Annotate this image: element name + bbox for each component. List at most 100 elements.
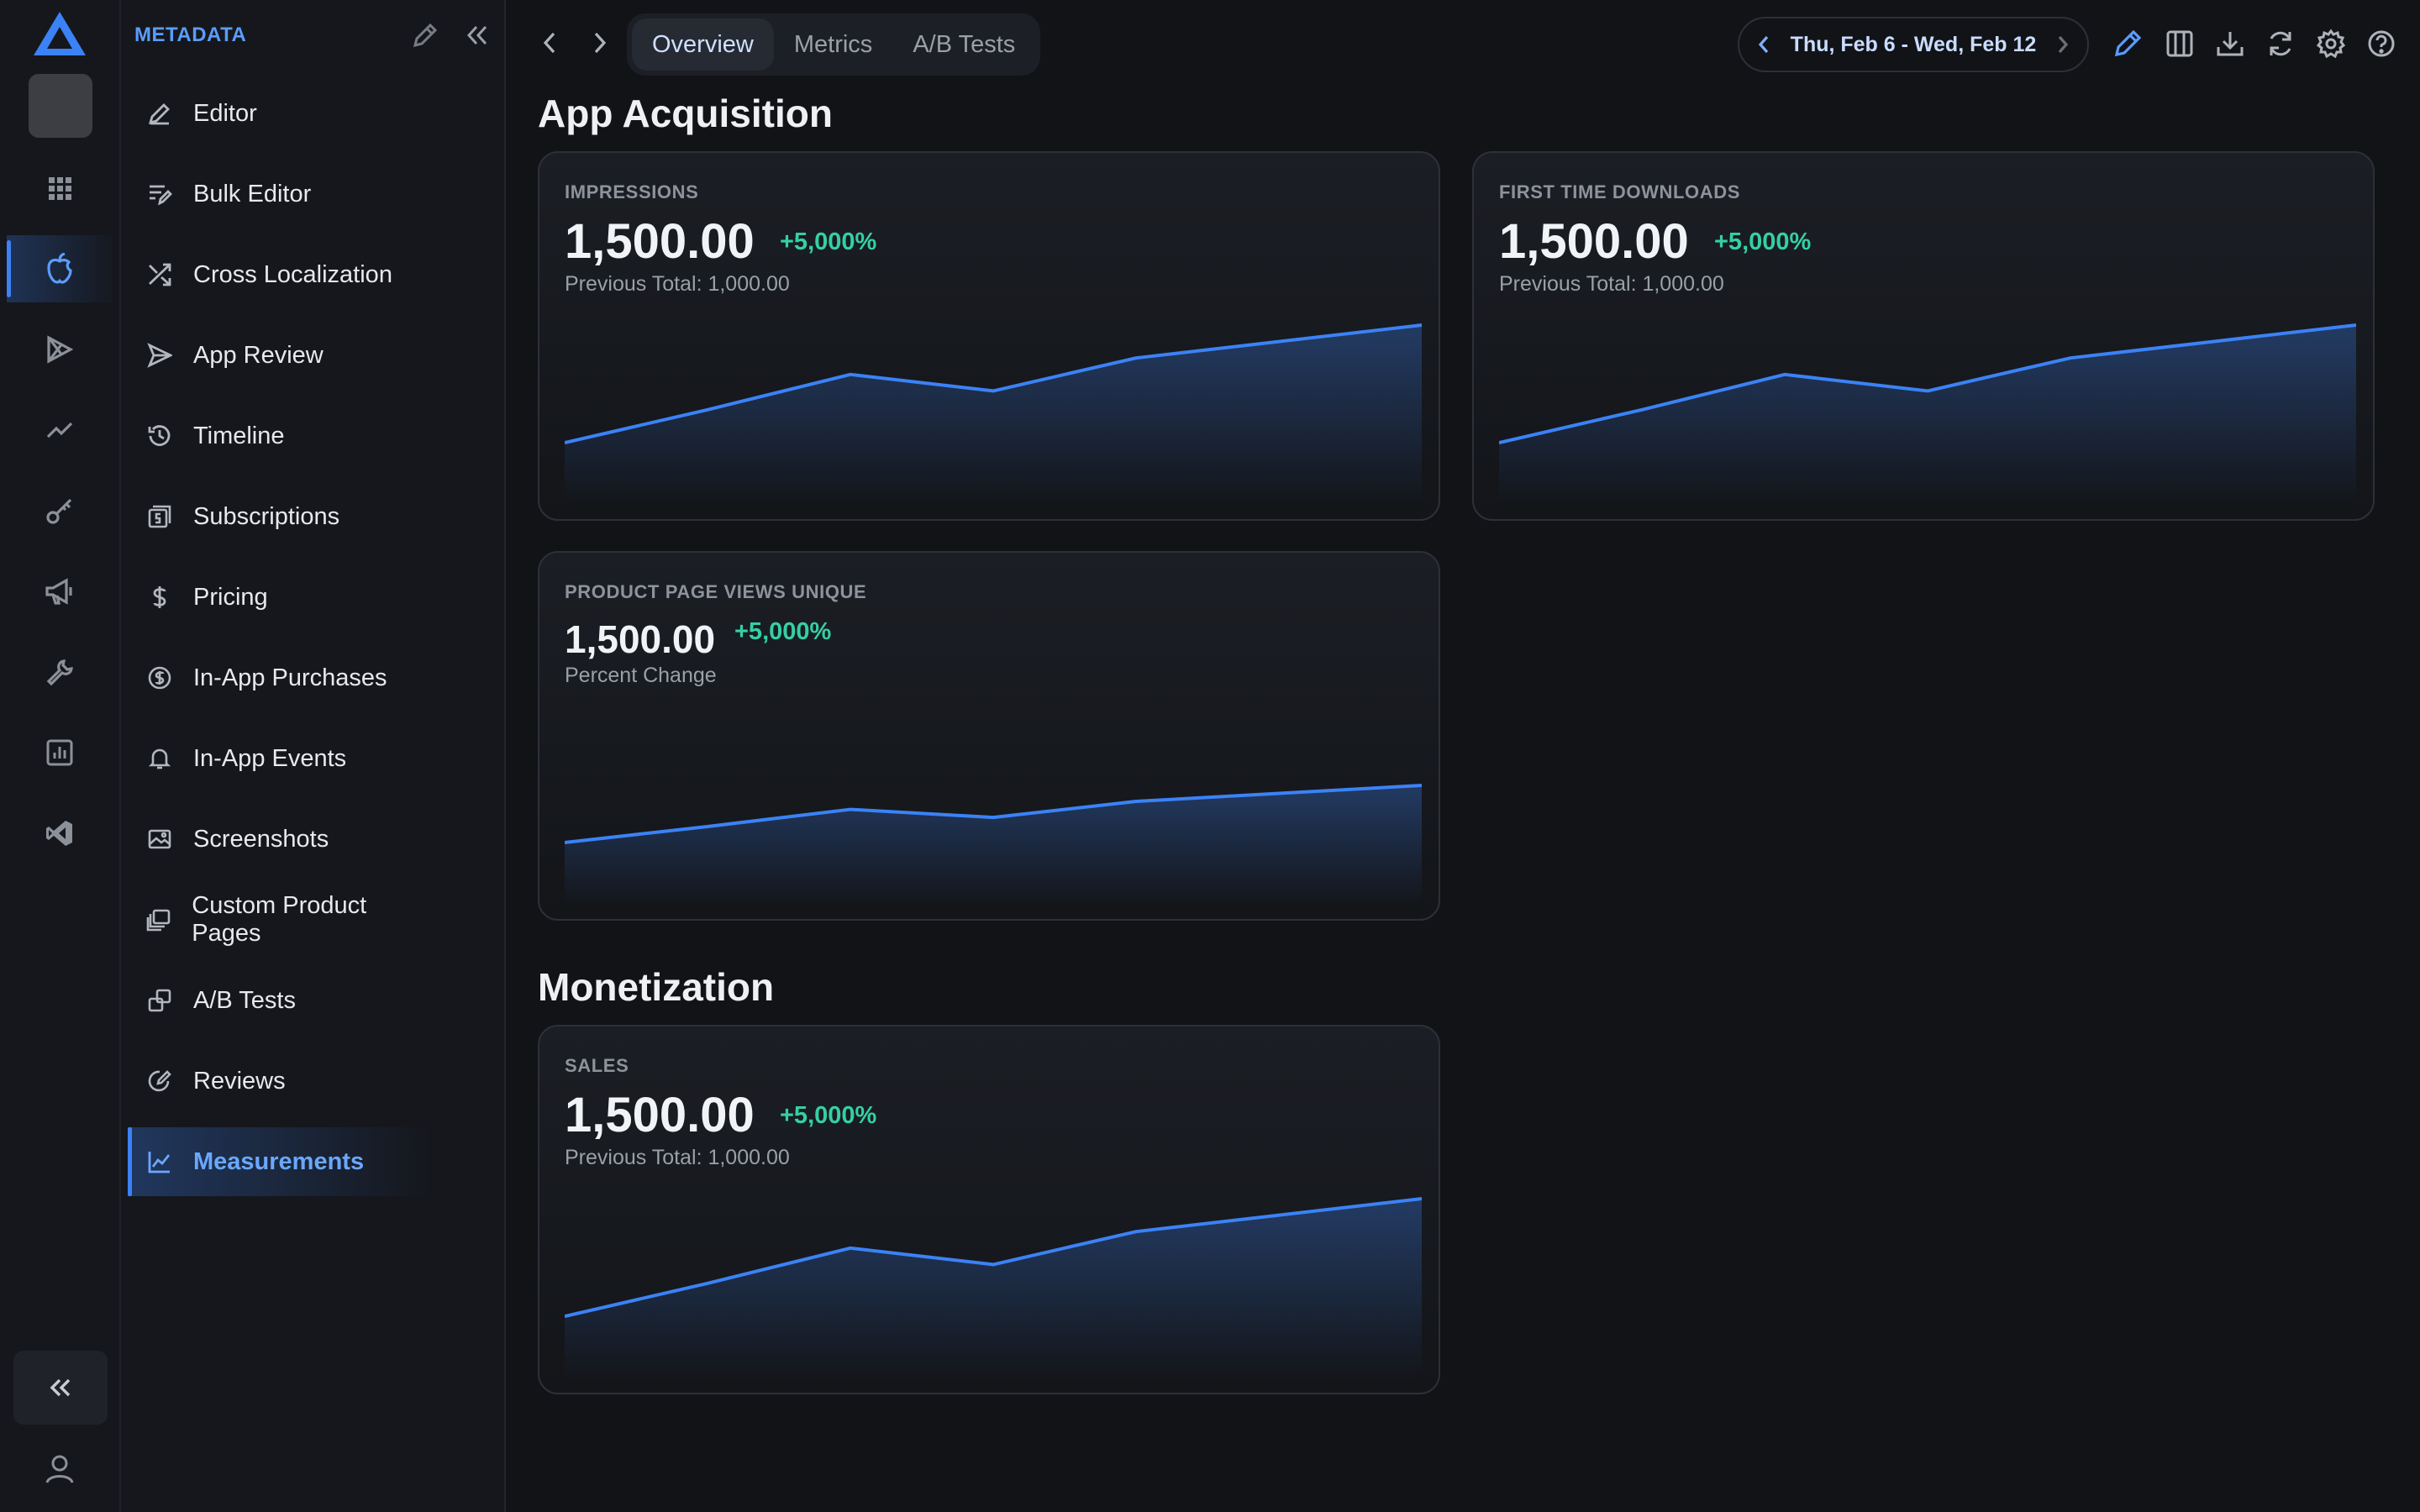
pencil-icon[interactable] xyxy=(412,22,439,49)
sidebar-item-label: Timeline xyxy=(193,422,285,449)
sidebar-item-label: Cross Localization xyxy=(193,260,392,288)
tab-overview[interactable]: Overview xyxy=(632,18,774,71)
metric-card-product-page-views-unique[interactable]: PRODUCT PAGE VIEWS UNIQUE 1,500.00 +5,00… xyxy=(538,551,1440,921)
grid-icon[interactable] xyxy=(26,155,93,222)
play-store-icon[interactable] xyxy=(26,316,93,383)
bar-chart-icon[interactable] xyxy=(26,719,93,786)
refresh-icon[interactable] xyxy=(2265,29,2296,59)
chart-line xyxy=(1499,323,2356,444)
chart-line xyxy=(565,323,1422,444)
metadata-sidebar: METADATA Editor Bulk Editor Cross Locali… xyxy=(121,0,506,1512)
apple-icon[interactable] xyxy=(7,235,113,302)
sidebar-item-timeline[interactable]: Timeline xyxy=(128,402,430,470)
card-subtext: Previous Total: 1,000.00 xyxy=(1499,272,1724,296)
app-avatar[interactable] xyxy=(29,74,92,138)
card-delta: +5,000% xyxy=(734,618,832,645)
next-range-icon[interactable] xyxy=(2055,33,2070,56)
card-label: FIRST TIME DOWNLOADS xyxy=(1499,181,1740,202)
sidebar-item-in-app-purchases[interactable]: In-App Purchases xyxy=(128,643,430,712)
date-range-label: Thu, Feb 6 - Wed, Feb 12 xyxy=(1790,32,2037,56)
send-icon xyxy=(145,340,175,370)
card-value: 1,500.00 xyxy=(565,214,755,269)
chart-area xyxy=(1499,325,2356,506)
metric-card-impressions[interactable]: IMPRESSIONS 1,500.00 +5,000% Previous To… xyxy=(538,151,1440,521)
sparkline-chart xyxy=(565,323,1422,506)
date-range-picker[interactable]: Thu, Feb 6 - Wed, Feb 12 xyxy=(1738,17,2089,72)
back-button[interactable] xyxy=(538,25,561,60)
card-delta: +5,000% xyxy=(1714,228,1812,255)
chart-area xyxy=(565,325,1422,506)
sidebar-title: METADATA xyxy=(134,24,247,46)
ab-icon xyxy=(145,985,175,1016)
megaphone-icon[interactable] xyxy=(26,558,93,625)
forward-button[interactable] xyxy=(588,25,612,60)
sidebar-item-label: Reviews xyxy=(193,1067,286,1095)
metric-card-sales[interactable]: SALES 1,500.00 +5,000% Previous Total: 1… xyxy=(538,1025,1440,1394)
sidebar-item-screenshots[interactable]: Screenshots xyxy=(128,805,430,874)
section-title-monetization: Monetization xyxy=(538,965,775,1009)
sidebar-item-editor[interactable]: Editor xyxy=(128,79,430,148)
view-tabs: Overview Metrics A/B Tests xyxy=(627,13,1041,76)
app-logo-icon[interactable] xyxy=(32,10,87,57)
sidebar-item-label: Bulk Editor xyxy=(193,180,312,207)
help-icon[interactable] xyxy=(2366,29,2396,59)
tab-metrics[interactable]: Metrics xyxy=(793,30,873,58)
sidebar-item-label: Subscriptions xyxy=(193,502,340,530)
dollar-icon xyxy=(145,582,175,612)
history-icon xyxy=(145,421,175,451)
sidebar-item-app-review[interactable]: App Review xyxy=(128,321,430,390)
sparkline-chart xyxy=(565,784,1422,906)
chart-area xyxy=(565,785,1422,906)
card-label: SALES xyxy=(565,1055,629,1076)
sidebar-item-bulk-editor[interactable]: Bulk Editor xyxy=(128,160,430,228)
key-icon[interactable] xyxy=(26,477,93,544)
collapse-sidebar-icon[interactable] xyxy=(466,22,489,49)
shuffle-icon xyxy=(145,260,175,290)
sidebar-item-label: Screenshots xyxy=(193,825,329,853)
trend-icon[interactable] xyxy=(26,396,93,464)
sidebar-item-custom-product-pages[interactable]: Custom Product Pages xyxy=(128,885,430,954)
chart-line xyxy=(565,1197,1422,1318)
sidebar-item-label: App Review xyxy=(193,341,324,369)
user-icon[interactable] xyxy=(44,1453,76,1485)
sidebar-item-label: Custom Product Pages xyxy=(192,892,367,947)
line-chart-icon xyxy=(145,1147,175,1177)
metric-card-first-time-downloads[interactable]: FIRST TIME DOWNLOADS 1,500.00 +5,000% Pr… xyxy=(1472,151,2375,521)
vscode-icon[interactable] xyxy=(26,800,93,867)
card-value: 1,500.00 xyxy=(565,617,716,661)
card-delta: +5,000% xyxy=(780,228,877,255)
chart-area xyxy=(565,1199,1422,1379)
gear-icon[interactable] xyxy=(2316,29,2346,59)
coin-icon xyxy=(145,663,175,693)
section-title-app-acquisition: App Acquisition xyxy=(538,92,833,135)
subscriptions-icon xyxy=(145,501,175,532)
tab-ab-tests[interactable]: A/B Tests xyxy=(913,30,1016,58)
sparkline-chart xyxy=(1499,323,2356,506)
previous-range-icon[interactable] xyxy=(1756,33,1771,56)
card-subtext: Previous Total: 1,000.00 xyxy=(565,1146,790,1169)
card-delta: +5,000% xyxy=(780,1102,877,1129)
pages-icon xyxy=(145,905,173,935)
sparkline-chart xyxy=(565,1197,1422,1379)
chart-line xyxy=(565,784,1422,844)
card-label: PRODUCT PAGE VIEWS UNIQUE xyxy=(565,581,867,602)
tools-icon[interactable] xyxy=(26,638,93,706)
sidebar-item-reviews[interactable]: Reviews xyxy=(128,1047,430,1116)
sidebar-item-ab-tests[interactable]: A/B Tests xyxy=(128,966,430,1035)
sidebar-item-label: Measurements xyxy=(193,1147,365,1175)
download-icon[interactable] xyxy=(2215,29,2245,59)
sidebar-item-subscriptions[interactable]: Subscriptions xyxy=(128,482,430,551)
icon-rail xyxy=(0,0,121,1512)
sidebar-item-measurements[interactable]: Measurements xyxy=(128,1127,430,1196)
sidebar-item-label: In-App Events xyxy=(193,744,347,772)
sidebar-item-cross-localization[interactable]: Cross Localization xyxy=(128,240,430,309)
card-value: 1,500.00 xyxy=(1499,214,1689,269)
sidebar-item-pricing[interactable]: Pricing xyxy=(128,563,430,632)
sidebar-item-in-app-events[interactable]: In-App Events xyxy=(128,724,430,793)
image-icon xyxy=(145,824,175,854)
pencil-icon[interactable] xyxy=(2112,29,2143,59)
card-label: IMPRESSIONS xyxy=(565,181,699,202)
collapse-rail-button[interactable] xyxy=(13,1351,108,1425)
card-subtext: Previous Total: 1,000.00 xyxy=(565,272,790,296)
columns-icon[interactable] xyxy=(2165,29,2195,59)
